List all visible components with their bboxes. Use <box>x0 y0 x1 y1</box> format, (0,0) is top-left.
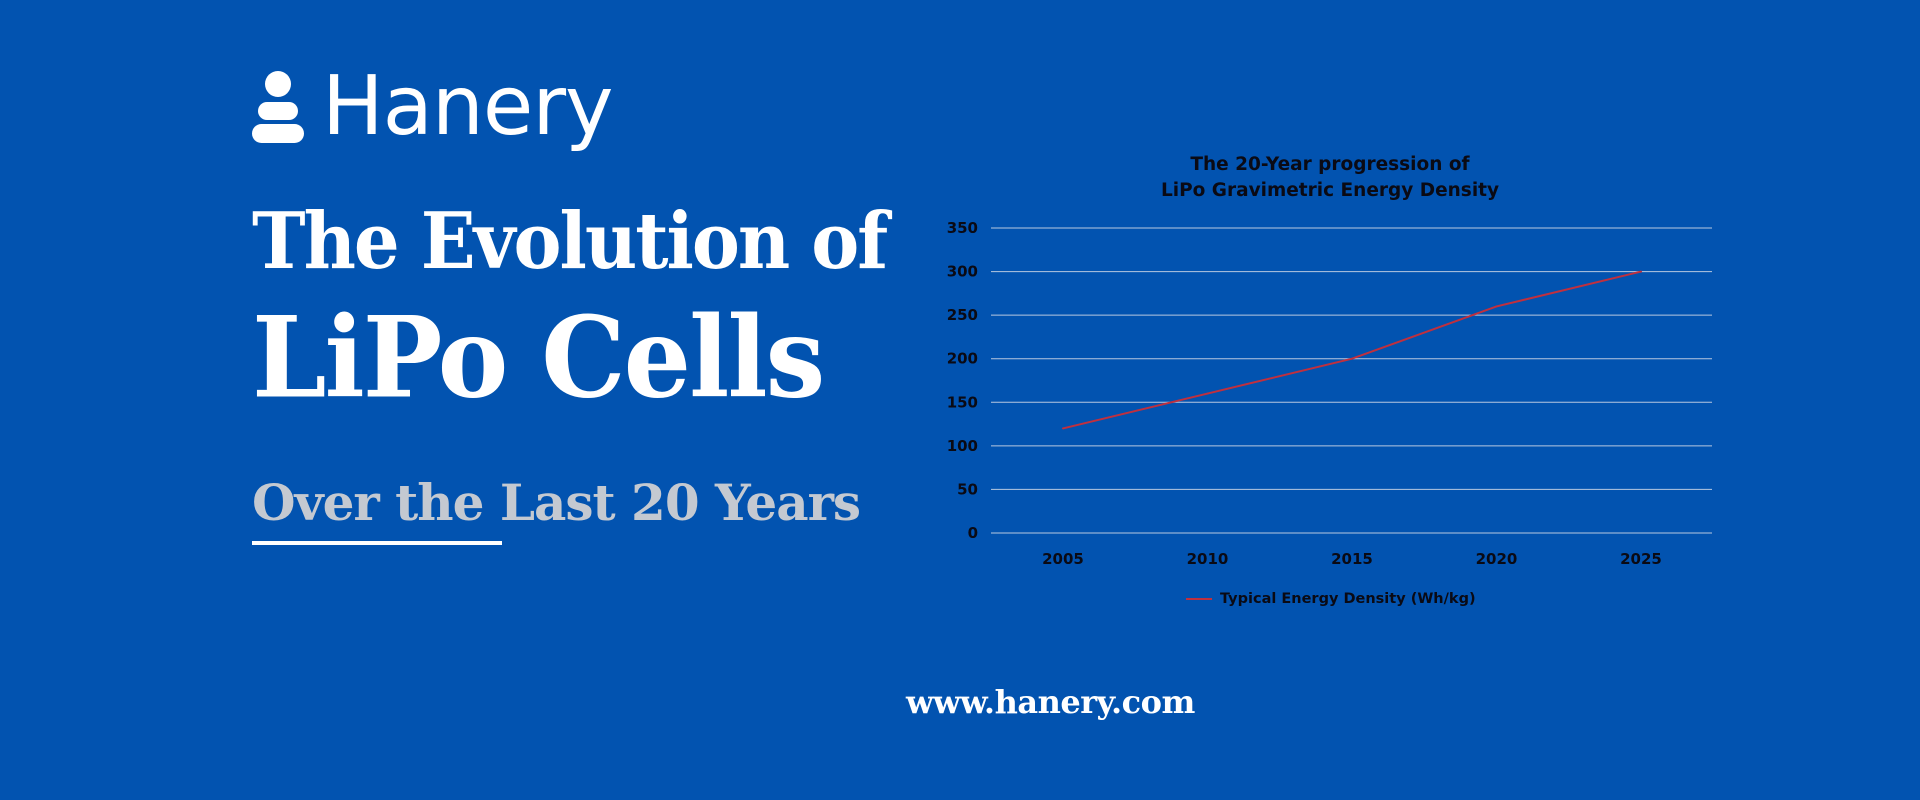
x-tick-label: 2025 <box>1620 550 1662 568</box>
website-link[interactable]: www.hanery.com <box>906 683 1195 721</box>
x-tick-label: 2020 <box>1476 550 1518 568</box>
series-lines <box>1062 270 1642 430</box>
chart-title-line-1: The 20-Year progression of <box>1190 154 1470 175</box>
headline-line-2: LiPo Cells <box>252 291 825 423</box>
y-tick-label: 300 <box>947 263 978 281</box>
x-tick-label: 2005 <box>1042 550 1084 568</box>
headline-line-1: The Evolution of <box>252 194 888 287</box>
brand-logo: Hanery <box>252 59 614 154</box>
subheadline: Over the Last 20 Years <box>252 473 861 532</box>
person-icon <box>252 71 304 143</box>
data-point <box>1640 270 1642 273</box>
chart-legend: Typical Energy Density (Wh/kg) <box>1186 591 1476 607</box>
y-tick-label: 0 <box>968 524 978 542</box>
legend-label: Typical Energy Density (Wh/kg) <box>1220 591 1476 607</box>
brand-name: Hanery <box>322 59 614 154</box>
data-point <box>1062 427 1064 430</box>
y-tick-label: 350 <box>947 219 978 237</box>
y-tick-label: 50 <box>957 480 978 498</box>
y-tick-label: 100 <box>947 437 978 455</box>
y-tick-label: 250 <box>947 306 978 324</box>
chart-title-line-2: LiPo Gravimetric Energy Density <box>1160 180 1500 201</box>
y-tick-label: 150 <box>947 393 978 411</box>
data-point <box>1206 392 1209 395</box>
data-point <box>1495 305 1498 308</box>
x-tick-label: 2015 <box>1331 550 1373 568</box>
x-axis-ticks: 2005 2010 2015 2020 2025 <box>1042 550 1662 568</box>
y-tick-label: 200 <box>947 350 978 368</box>
data-point <box>1351 357 1353 360</box>
series-line <box>1062 270 1642 430</box>
x-tick-label: 2010 <box>1187 550 1229 568</box>
chart-title: The 20-Year progression of LiPo Gravimet… <box>1100 152 1560 204</box>
gridlines <box>991 227 1712 534</box>
subheadline-underline <box>252 541 502 545</box>
legend-swatch <box>1186 598 1212 600</box>
y-axis-ticks: 0 50 100 150 200 250 300 350 <box>947 219 978 542</box>
